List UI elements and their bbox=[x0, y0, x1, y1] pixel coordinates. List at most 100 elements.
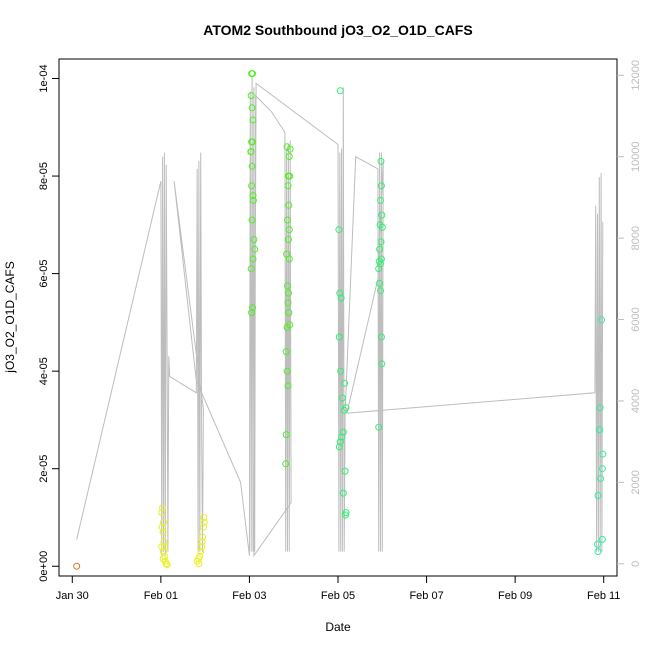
x-axis-label: Date bbox=[325, 620, 351, 634]
data-point bbox=[375, 265, 383, 273]
data-point bbox=[284, 182, 292, 190]
data-point bbox=[249, 196, 257, 204]
data-point bbox=[249, 116, 257, 124]
data-points-layer bbox=[73, 70, 607, 570]
y2-tick-label: 0 bbox=[630, 561, 642, 567]
y2-tick-label: 12000 bbox=[630, 60, 642, 91]
data-point bbox=[338, 394, 346, 402]
data-point bbox=[196, 553, 204, 560]
data-point bbox=[342, 511, 349, 519]
data-point bbox=[378, 223, 386, 231]
data-point bbox=[248, 104, 256, 112]
data-point bbox=[162, 560, 170, 568]
data-point bbox=[283, 367, 291, 375]
data-point bbox=[284, 282, 291, 290]
data-point bbox=[73, 562, 81, 570]
data-point bbox=[158, 509, 166, 517]
data-point bbox=[597, 475, 605, 482]
data-point bbox=[377, 196, 384, 204]
y2-tick-label: 6000 bbox=[630, 307, 642, 331]
data-point bbox=[377, 260, 384, 268]
y-axis-left: 0e+00 2e-05 4e-05 6e-05 8e-05 1e-04 bbox=[38, 64, 59, 582]
data-point bbox=[160, 548, 167, 556]
data-point bbox=[282, 431, 290, 439]
data-point bbox=[158, 523, 166, 531]
y2-tick-label: 4000 bbox=[630, 389, 642, 413]
altitude-line bbox=[76, 75, 604, 558]
data-point bbox=[341, 379, 349, 387]
data-point bbox=[335, 443, 343, 451]
data-point bbox=[251, 245, 259, 253]
data-point bbox=[377, 157, 385, 165]
x-tick-label: Feb 11 bbox=[587, 590, 620, 602]
data-point bbox=[378, 360, 386, 368]
data-point bbox=[594, 540, 601, 548]
data-point bbox=[250, 236, 258, 243]
data-point bbox=[248, 216, 256, 224]
data-point bbox=[376, 279, 384, 287]
data-point bbox=[285, 226, 293, 234]
y-tick-label: 8e-05 bbox=[38, 162, 50, 190]
data-point bbox=[336, 289, 344, 297]
x-tick-label: Feb 05 bbox=[321, 590, 355, 602]
x-tick-label: Feb 03 bbox=[232, 590, 266, 602]
data-point bbox=[285, 201, 293, 209]
data-point bbox=[284, 216, 291, 224]
altitude-line-layer bbox=[76, 75, 604, 558]
data-point bbox=[249, 192, 257, 200]
data-point bbox=[337, 367, 345, 375]
data-point bbox=[249, 304, 256, 312]
data-point bbox=[248, 309, 256, 317]
x-tick-label: Feb 07 bbox=[409, 590, 443, 602]
data-point bbox=[163, 561, 171, 569]
data-point bbox=[198, 543, 206, 551]
y-tick-label: 0e+00 bbox=[38, 551, 50, 582]
data-point bbox=[248, 162, 256, 170]
data-point bbox=[249, 138, 256, 146]
data-point bbox=[377, 287, 384, 295]
data-point bbox=[377, 255, 385, 263]
data-point bbox=[200, 518, 208, 526]
data-point bbox=[376, 245, 384, 253]
x-axis: Jan 30 Feb 01 Feb 03 Feb 05 Feb 07 Feb 09 Feb … bbox=[56, 575, 620, 602]
y-axis-label: jO3_O2_O1D_CAFS bbox=[3, 261, 17, 373]
data-point bbox=[375, 423, 383, 431]
data-point bbox=[247, 92, 255, 100]
data-point bbox=[285, 255, 293, 263]
data-point bbox=[598, 535, 606, 543]
y2-tick-label: 8000 bbox=[630, 226, 642, 250]
data-point bbox=[197, 548, 205, 556]
data-point bbox=[377, 238, 385, 246]
data-point bbox=[598, 465, 606, 473]
data-point bbox=[377, 333, 385, 341]
data-point bbox=[284, 236, 292, 243]
data-point bbox=[338, 433, 345, 441]
data-point bbox=[200, 514, 208, 521]
data-point bbox=[378, 211, 386, 219]
data-point bbox=[285, 309, 293, 317]
y-tick-label: 1e-04 bbox=[38, 64, 50, 92]
y-tick-label: 2e-05 bbox=[38, 455, 50, 483]
chart-title: ATOM2 Southbound jO3_O2_O1D_CAFS bbox=[203, 22, 472, 38]
data-point bbox=[336, 87, 344, 95]
data-point bbox=[249, 70, 256, 78]
data-point bbox=[339, 428, 347, 436]
data-point bbox=[158, 543, 166, 551]
data-point bbox=[284, 299, 292, 307]
data-point bbox=[286, 321, 294, 329]
data-point bbox=[160, 518, 167, 526]
data-point bbox=[159, 504, 167, 512]
data-point bbox=[160, 543, 168, 551]
data-point bbox=[335, 333, 343, 341]
data-point bbox=[286, 172, 294, 180]
data-point bbox=[248, 182, 256, 190]
data-point bbox=[286, 145, 294, 153]
y2-tick-label: 10000 bbox=[630, 141, 642, 172]
data-point bbox=[337, 294, 345, 302]
data-point bbox=[336, 438, 344, 446]
data-point bbox=[159, 528, 167, 536]
data-point bbox=[199, 533, 206, 541]
data-point bbox=[199, 523, 207, 531]
data-point bbox=[594, 492, 602, 499]
